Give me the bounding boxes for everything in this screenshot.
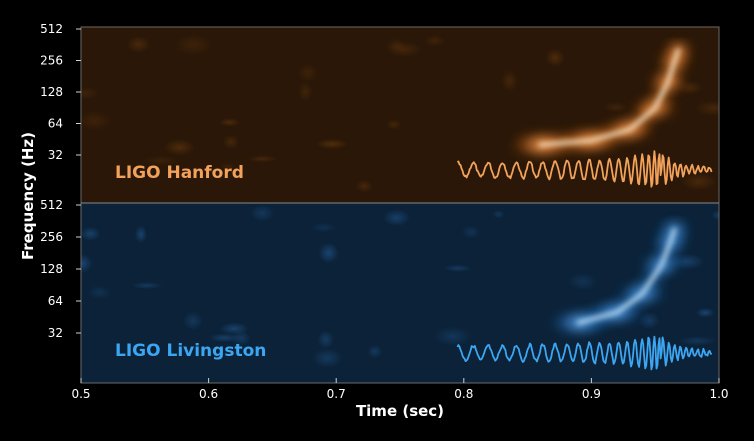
noise-speckle: [461, 225, 481, 239]
y-tick-label: 128: [40, 262, 63, 276]
noise-speckle: [315, 138, 349, 150]
noise-speckle: [317, 330, 335, 349]
noise-speckle: [174, 34, 213, 56]
noise-speckle: [298, 81, 313, 103]
noise-speckle: [680, 172, 717, 191]
noise-speckle: [222, 134, 240, 150]
noise-speckle: [81, 111, 113, 131]
noise-speckle: [219, 322, 250, 335]
hanford-label: LIGO Hanford: [115, 163, 244, 183]
x-tick-label: 0.5: [71, 387, 90, 401]
noise-speckle: [638, 311, 661, 330]
noise-speckle: [695, 307, 715, 318]
hanford-panel: LIGO Hanford: [81, 27, 719, 203]
livingston-background: [81, 203, 719, 383]
y-axis-ticks: 512 256 128 64 32 512 256 128 64 32: [40, 22, 81, 340]
y-tick-label: 32: [48, 326, 63, 340]
x-axis-ticks: 0.5 0.6 0.7 0.8 0.9 1.0: [71, 378, 729, 401]
noise-speckle: [318, 242, 339, 264]
chirp-track-core: [538, 48, 681, 147]
noise-speckle: [134, 225, 148, 244]
noise-speckle: [678, 335, 717, 346]
x-axis-title: Time (sec): [356, 402, 444, 420]
noise-speckle: [603, 102, 629, 113]
noise-speckle: [81, 253, 93, 274]
noise-speckle: [566, 272, 599, 291]
strain-waveform: [456, 150, 713, 188]
noise-speckle: [219, 163, 236, 170]
noise-speckle: [218, 118, 241, 127]
x-tick-label: 1.0: [709, 387, 728, 401]
noise-speckle: [87, 285, 112, 300]
noise-speckle: [182, 311, 204, 331]
noise-speckle: [442, 264, 473, 272]
y-axis-title: Frequency (Hz): [19, 132, 37, 260]
y-tick-label: 32: [48, 148, 63, 162]
y-tick-label: 128: [40, 85, 63, 99]
x-tick-label: 0.8: [454, 387, 473, 401]
x-tick-label: 0.7: [327, 387, 346, 401]
noise-speckle: [297, 63, 319, 83]
y-tick-label: 256: [40, 54, 63, 68]
noise-speckle: [247, 155, 278, 163]
y-tick-label: 512: [40, 198, 63, 212]
noise-speckle: [311, 348, 344, 368]
noise-speckle: [424, 34, 446, 47]
noise-speckle: [382, 209, 411, 227]
x-tick-label: 0.9: [582, 387, 601, 401]
y-tick-label: 512: [40, 22, 63, 36]
noise-speckle: [249, 204, 275, 222]
noise-speckle: [545, 48, 565, 67]
noise-speckle: [126, 35, 151, 53]
y-tick-label: 64: [48, 294, 63, 308]
livingston-label: LIGO Livingston: [115, 341, 266, 361]
noise-speckle: [367, 344, 383, 359]
livingston-panel: LIGO Livingston: [81, 203, 719, 383]
chirp-track-core: [576, 227, 677, 325]
y-tick-label: 256: [40, 230, 63, 244]
noise-speckle: [163, 139, 196, 156]
noise-speckle: [386, 38, 407, 53]
noise-speckle: [130, 282, 164, 290]
strain-waveform: [456, 335, 713, 371]
noise-speckle: [310, 222, 337, 233]
noise-speckle: [386, 119, 402, 130]
noise-speckle: [492, 209, 505, 219]
noise-speckle: [433, 326, 473, 347]
noise-speckle: [711, 210, 719, 221]
noise-speckle: [81, 226, 101, 241]
noise-speckle: [81, 86, 100, 100]
x-tick-label: 0.6: [199, 387, 218, 401]
noise-speckle: [501, 69, 519, 92]
noise-speckle: [142, 155, 180, 166]
noise-speckle: [208, 333, 241, 343]
noise-speckle: [694, 100, 719, 116]
noise-speckle: [355, 179, 374, 193]
y-tick-label: 64: [48, 117, 63, 131]
